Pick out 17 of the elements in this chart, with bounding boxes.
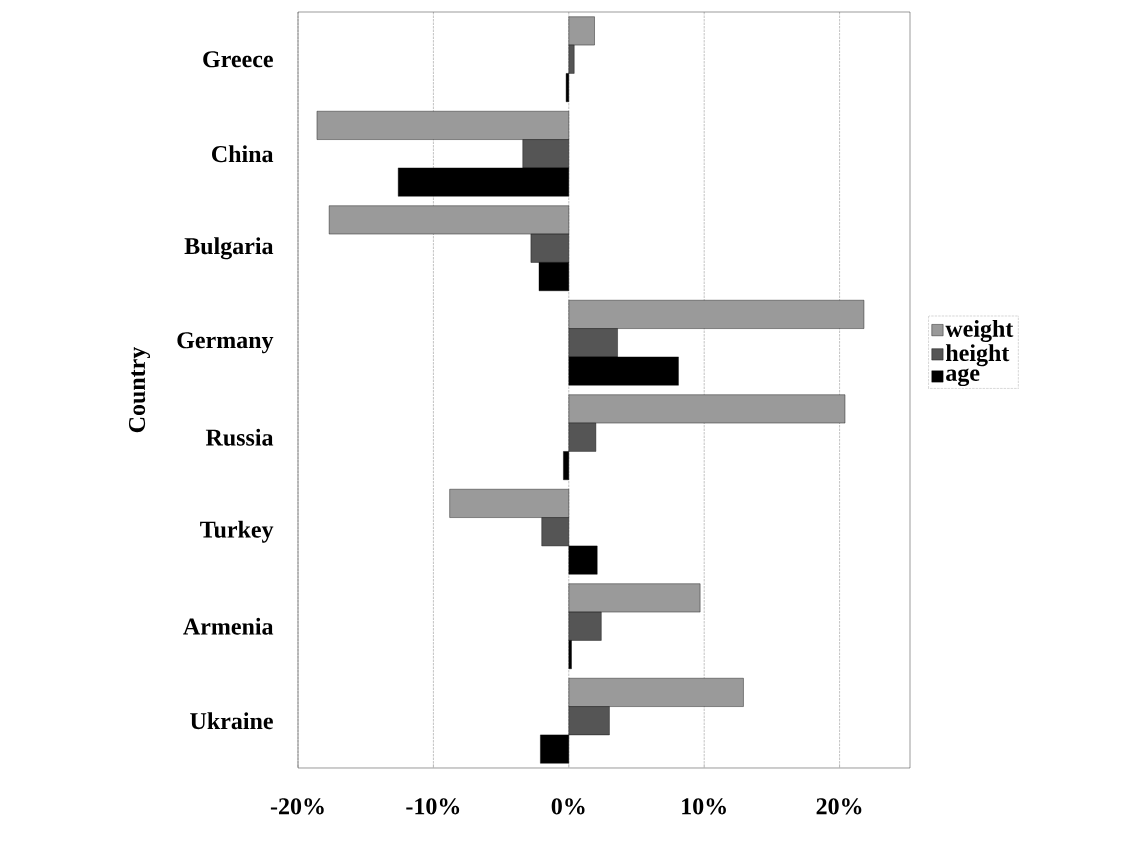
y-tick-label: Turkey — [200, 520, 274, 543]
y-tick-label: Greece — [203, 51, 273, 68]
y-tick-label: Russia — [205, 428, 274, 446]
y-tick-label: China — [212, 145, 274, 163]
y-tick-label: Armenia — [183, 617, 274, 635]
legend-label: height — [945, 344, 1010, 367]
x-tick-label: -10% — [406, 798, 460, 815]
x-tick-label: -20% — [270, 798, 324, 815]
y-tick-label: Germany — [177, 332, 274, 354]
y-axis-title: Country — [128, 346, 151, 433]
y-tick-label: Ukraine — [190, 712, 273, 730]
x-tick-label: 20% — [816, 798, 862, 815]
legend-label: weight — [945, 319, 1014, 342]
x-tick-label: 10% — [682, 798, 726, 815]
y-tick-label: Bulgaria — [184, 237, 274, 260]
legend-label: age — [946, 368, 980, 387]
x-tick-label: 0% — [551, 798, 585, 815]
